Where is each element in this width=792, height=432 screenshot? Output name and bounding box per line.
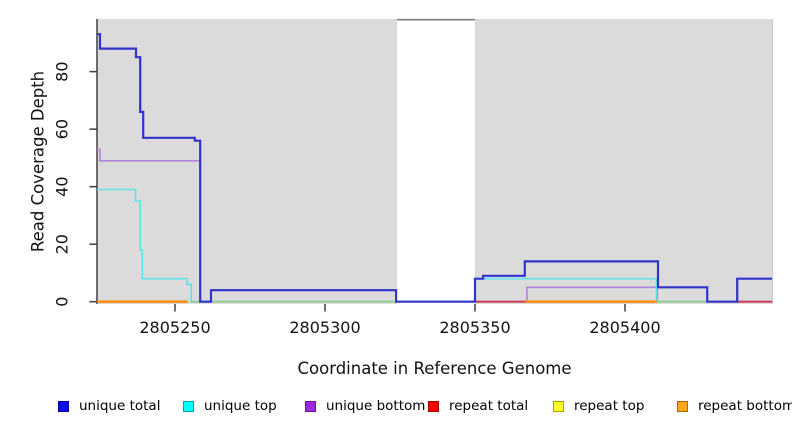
legend-label: unique total: [79, 398, 161, 414]
series-unique-total: [97, 33, 772, 303]
legend-swatch-icon: [305, 400, 316, 412]
coverage-chart: 0 20 40 60 80 2805250 2805300 2805350 2805400: [53, 18, 773, 337]
y-tick-label: 60: [53, 119, 72, 139]
x-axis-title: Coordinate in Reference Genome: [297, 359, 572, 378]
legend-label: repeat total: [449, 398, 529, 414]
y-tick-label: 80: [53, 61, 72, 81]
series-unique-top: [97, 188, 772, 303]
y-tick-label: 40: [53, 176, 72, 196]
x-tick-label: 2805350: [439, 318, 510, 337]
legend-swatch-icon: [677, 400, 688, 412]
legend-swatch-icon: [58, 400, 69, 412]
y-tick-label: 20: [53, 234, 72, 254]
legend-swatch-icon: [428, 400, 439, 412]
x-tick-label: 2805300: [289, 318, 360, 337]
y-axis-title: Read Coverage Depth: [28, 70, 48, 253]
legend-item-repeat-top: repeat top: [553, 397, 644, 415]
no-data-band: [397, 20, 475, 304]
legend-label: repeat bottom: [698, 398, 792, 414]
legend-label: unique bottom: [326, 398, 426, 414]
legend: unique total unique top unique bottom repea…: [0, 397, 792, 421]
legend-item-unique-bottom: unique bottom: [305, 397, 425, 415]
legend-item-repeat-total: repeat total: [428, 397, 528, 415]
legend-swatch-icon: [183, 400, 194, 412]
legend-swatch-icon: [553, 400, 564, 412]
legend-label: unique top: [204, 398, 277, 414]
y-tick-label: 0: [53, 297, 72, 307]
x-tick-label: 2805400: [589, 318, 660, 337]
legend-label: repeat top: [574, 398, 645, 414]
legend-item-unique-top: unique top: [183, 397, 277, 415]
legend-item-unique-total: unique total: [58, 397, 160, 415]
legend-item-repeat-bottom: repeat bottom: [677, 397, 792, 415]
x-tick-label: 2805250: [139, 318, 210, 337]
